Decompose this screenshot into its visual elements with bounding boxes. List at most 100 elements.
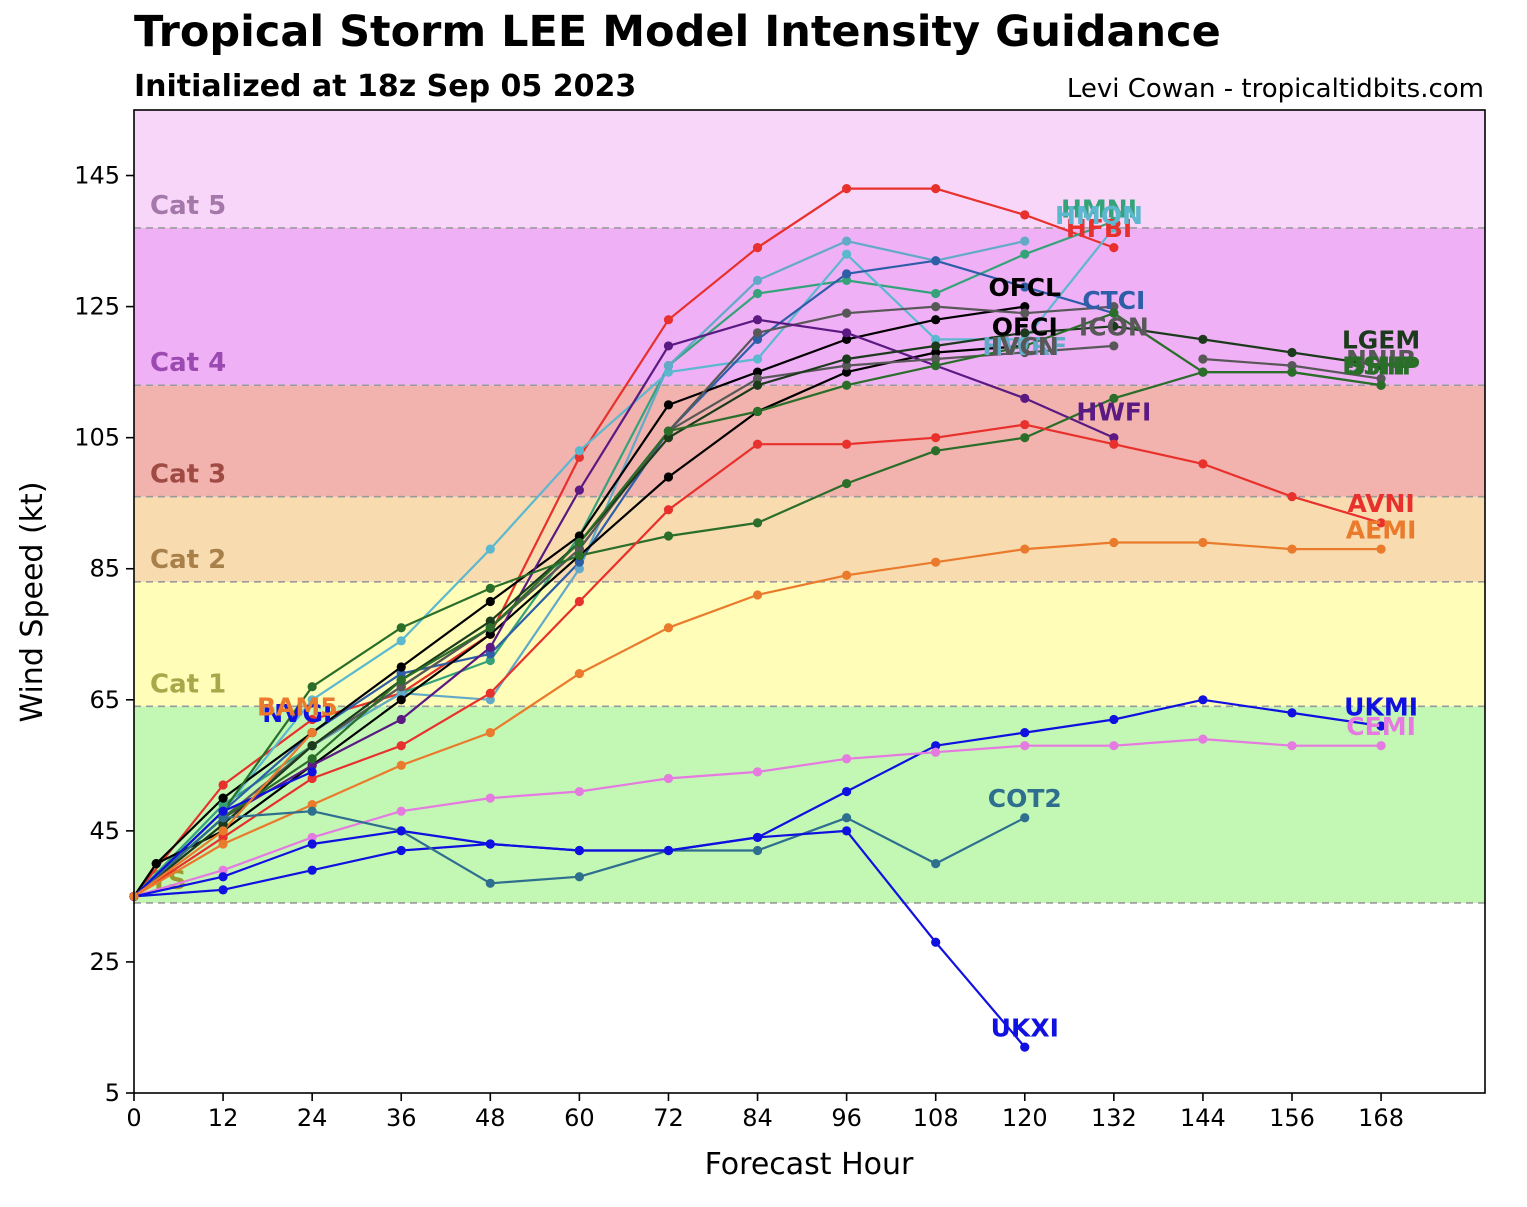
- series-label-ship: SHIP: [1348, 352, 1415, 381]
- data-point-ship: [485, 583, 495, 593]
- data-point-cot2: [842, 813, 852, 823]
- data-point-cemi: [1109, 741, 1119, 751]
- data-point-aemi: [663, 623, 674, 633]
- series-line-hwfi: [133, 318, 1115, 898]
- y-tick-label: 45: [89, 817, 120, 845]
- data-point-cot2: [485, 878, 495, 888]
- data-point-dshp: [752, 406, 763, 417]
- data-point-lgem: [931, 341, 941, 351]
- data-point-ukxi: [842, 826, 852, 836]
- data-point-hfbi: [574, 452, 584, 462]
- x-tick-label: 36: [386, 1104, 417, 1132]
- data-point-icon: [1020, 308, 1030, 318]
- data-point-bam5: [307, 727, 317, 738]
- y-axis-ticks: 5 25 45 65 85 105 125 145: [74, 162, 134, 1107]
- data-point-hfbi: [1020, 210, 1030, 220]
- data-point-ofci: [663, 472, 674, 482]
- data-point-dshp: [663, 426, 674, 436]
- series-label-cemi: CEMI: [1346, 712, 1416, 741]
- data-point-lgem: [218, 819, 228, 829]
- data-point-ivcn: [752, 374, 763, 384]
- data-point-lgem: [307, 741, 317, 751]
- y-tick-label: 65: [89, 686, 120, 714]
- data-point-aemi: [218, 839, 228, 849]
- data-point-ctci: [842, 269, 852, 279]
- band-cat-1: [134, 581, 1485, 707]
- data-point-dshp: [307, 754, 317, 764]
- series-label-ctci: CTCI: [1082, 286, 1145, 315]
- series-line-ofci: [133, 344, 1025, 898]
- y-tick-label: 125: [74, 293, 120, 321]
- data-point-ukxi: [752, 832, 763, 843]
- series-label-ivcn: IVCN: [991, 332, 1059, 361]
- series-label-ukmi: UKMI: [1344, 692, 1418, 721]
- data-point-ukxi: [931, 937, 941, 947]
- data-point-ofci: [842, 367, 852, 377]
- series-line-hfbi: [133, 187, 1115, 898]
- data-point-hmon: [485, 544, 495, 554]
- y-tick-label: 85: [89, 555, 120, 583]
- band-cat-4: [134, 227, 1485, 386]
- data-point-ofcl: [842, 334, 852, 344]
- x-tick-label: 168: [1358, 1104, 1404, 1132]
- data-point-hmni: [1020, 249, 1030, 259]
- data-point-avni: [931, 433, 941, 443]
- x-tick-label: 84: [742, 1104, 773, 1132]
- data-point-hmni: [752, 288, 763, 299]
- data-point-avni: [1020, 419, 1030, 430]
- data-point-cemi: [663, 773, 674, 784]
- data-point-aemi: [752, 590, 763, 600]
- data-point-ctci: [1020, 282, 1030, 292]
- series-label-icon: ICON: [1079, 312, 1149, 341]
- data-point-avni: [752, 439, 763, 449]
- x-tick-label: 96: [831, 1104, 862, 1132]
- plot-frame: [133, 109, 1486, 1094]
- data-point-cemi: [1020, 741, 1030, 751]
- data-point-avni: [218, 832, 228, 843]
- data-point-ukxi: [663, 845, 674, 856]
- data-point-ofcl: [485, 596, 495, 607]
- data-point-ship: [931, 446, 941, 456]
- x-tick-label: 12: [208, 1104, 239, 1132]
- band-threshold-lines: [134, 227, 1485, 904]
- data-point-ctci: [396, 668, 406, 679]
- series-line-hmon: [133, 227, 1115, 898]
- data-point-ctci: [574, 557, 584, 567]
- data-point-hwrf: [842, 236, 852, 246]
- series-line-ctci: [133, 259, 1115, 898]
- data-point-cemi: [1198, 734, 1208, 744]
- series-label-avni: AVNI: [1347, 489, 1414, 518]
- data-point-hmni: [931, 288, 941, 299]
- data-point-ship: [663, 531, 674, 541]
- series-label-hfbi: HFBI: [1066, 214, 1132, 243]
- data-point-avni: [1109, 439, 1119, 449]
- data-point-hfbi: [842, 184, 852, 194]
- data-point-ofci: [485, 629, 495, 639]
- data-point-ukxi: [485, 839, 495, 849]
- data-point-aemi: [931, 557, 941, 567]
- x-tick-label: 72: [653, 1104, 684, 1132]
- data-point-avni: [1198, 459, 1208, 469]
- data-point-ukmi: [307, 865, 317, 875]
- data-point-ivcn: [1109, 341, 1119, 351]
- data-point-ship: [307, 682, 317, 692]
- band-label-cat-2: Cat 2: [150, 545, 226, 575]
- data-point-avni: [1287, 492, 1297, 502]
- band-label-cat-3: Cat 3: [150, 460, 226, 490]
- data-point-ship: [1287, 367, 1297, 377]
- data-point-hmon: [842, 249, 852, 259]
- data-point-ukmi: [218, 885, 228, 895]
- data-point-cemi: [218, 865, 228, 875]
- x-tick-label: 120: [1002, 1104, 1048, 1132]
- data-point-ivcn: [931, 354, 941, 364]
- data-point-cemi: [307, 832, 317, 843]
- band-cat-3: [134, 385, 1485, 497]
- data-point-ukmi: [931, 741, 941, 751]
- data-point-hwfi: [842, 328, 852, 338]
- data-point-icon: [752, 328, 763, 338]
- data-point-cemi: [574, 786, 584, 797]
- data-point-ukmi: [1198, 695, 1208, 705]
- data-point-lgem: [1020, 328, 1030, 338]
- data-point-cemi: [1376, 741, 1386, 751]
